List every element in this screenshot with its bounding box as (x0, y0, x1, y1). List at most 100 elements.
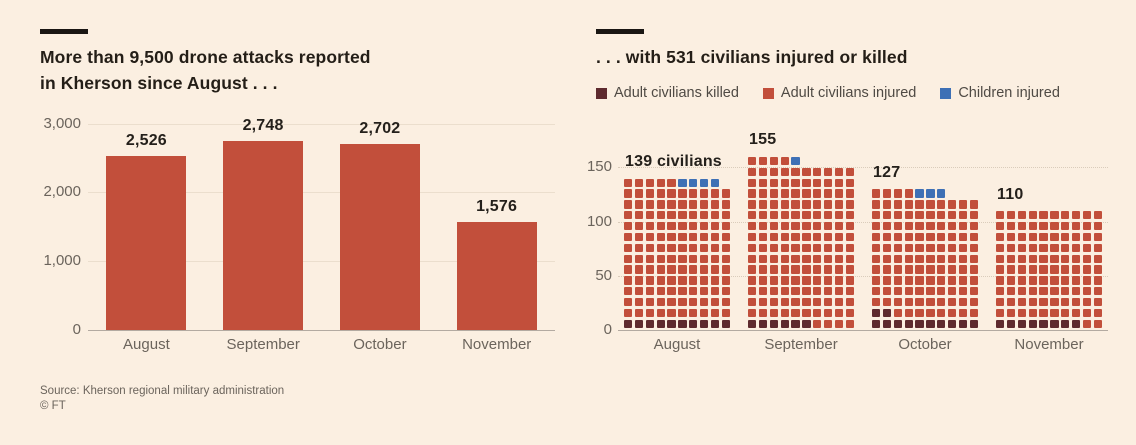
waffle-square (915, 297, 924, 307)
waffle-square (1061, 297, 1070, 307)
waffle-square (624, 211, 633, 220)
waffle-square (958, 308, 968, 318)
waffle-square (802, 222, 811, 231)
waffle-square (634, 265, 644, 274)
waffle-square (1039, 319, 1048, 328)
waffle-square (1061, 308, 1070, 318)
waffle-square (656, 319, 665, 328)
waffle-square (845, 265, 854, 274)
waffle-square (1072, 287, 1081, 296)
waffle-square (904, 265, 913, 274)
x-axis-label: November (1014, 336, 1084, 353)
waffle-square (1028, 265, 1037, 274)
waffle-square (656, 276, 665, 285)
waffle-square (710, 189, 720, 198)
waffle-square (948, 232, 957, 242)
waffle-square (780, 200, 789, 209)
waffle-square (721, 200, 730, 209)
waffle-square (667, 276, 676, 285)
waffle-square (915, 243, 924, 253)
waffle-square (780, 297, 789, 307)
waffle-square (710, 319, 720, 328)
waffle-square (813, 167, 822, 177)
waffle-square (882, 308, 892, 318)
waffle-square (1028, 308, 1037, 318)
waffle-square (1028, 297, 1037, 307)
waffle-square (1039, 287, 1048, 296)
x-axis-label: November (462, 336, 532, 353)
waffle-square (689, 254, 698, 263)
waffle-square (937, 243, 946, 253)
waffle-square (915, 265, 924, 274)
waffle-square (656, 243, 665, 253)
waffle-square (780, 178, 789, 187)
waffle-square (689, 211, 698, 220)
waffle-square (700, 319, 709, 328)
waffle-square (780, 232, 789, 242)
waffle-square (700, 232, 709, 242)
waffle-square (834, 243, 844, 253)
right-chart-ytick-label: 0 (603, 321, 612, 338)
waffle-square (769, 167, 779, 177)
waffle-square (845, 319, 854, 328)
waffle-square (634, 319, 644, 328)
waffle-square (624, 232, 633, 242)
waffle-square (780, 156, 789, 166)
waffle-square (1082, 222, 1092, 231)
waffle-square (802, 243, 811, 253)
waffle-square (834, 167, 844, 177)
x-axis-label: October (353, 336, 407, 353)
waffle-square (969, 222, 978, 231)
waffle-square (710, 276, 720, 285)
waffle-square (769, 200, 779, 209)
waffle-square (904, 308, 913, 318)
waffle-square (758, 265, 768, 274)
waffle-square (872, 254, 881, 263)
waffle-square (769, 297, 779, 307)
waffle-square (1072, 276, 1081, 285)
waffle-square (667, 211, 676, 220)
waffle-square (948, 222, 957, 231)
waffle-square (656, 254, 665, 263)
waffle-square (834, 276, 844, 285)
waffle-square (1006, 265, 1016, 274)
waffle-square (893, 222, 903, 231)
waffle-square (1039, 254, 1048, 263)
left-chart-ytick-label: 2,000 (43, 183, 81, 201)
waffle-square (780, 243, 789, 253)
waffle-square (948, 319, 957, 328)
waffle-square (915, 211, 924, 220)
waffle-square (904, 319, 913, 328)
waffle-square (1072, 222, 1081, 231)
waffle-square (996, 276, 1005, 285)
waffle-square (904, 232, 913, 242)
waffle-square (996, 232, 1005, 242)
right-chart-gridline (618, 221, 1108, 223)
waffle-square (882, 319, 892, 328)
killed-swatch-icon (596, 87, 607, 99)
waffle-square (937, 254, 946, 263)
waffle-square (1028, 232, 1037, 242)
left-chart-title: More than 9,500 drone attacks reported i… (40, 47, 371, 93)
left-chart-gridline (88, 261, 555, 263)
waffle-square (721, 211, 730, 220)
bar (106, 156, 187, 330)
waffle-square (996, 265, 1005, 274)
waffle-square (1039, 243, 1048, 253)
waffle-square (780, 211, 789, 220)
waffle-square (915, 232, 924, 242)
waffle-square (758, 276, 768, 285)
waffle-square (926, 243, 935, 253)
waffle-square (780, 265, 789, 274)
waffle-square (893, 265, 903, 274)
x-axis-label: September (764, 336, 838, 353)
waffle-square (634, 211, 644, 220)
waffle-square (824, 232, 833, 242)
waffle-square (1017, 287, 1027, 296)
waffle-square (769, 265, 779, 274)
waffle-square (748, 167, 757, 177)
waffle-square (872, 189, 881, 198)
waffle-square (710, 211, 720, 220)
waffle-square (904, 243, 913, 253)
waffle-square (915, 287, 924, 296)
